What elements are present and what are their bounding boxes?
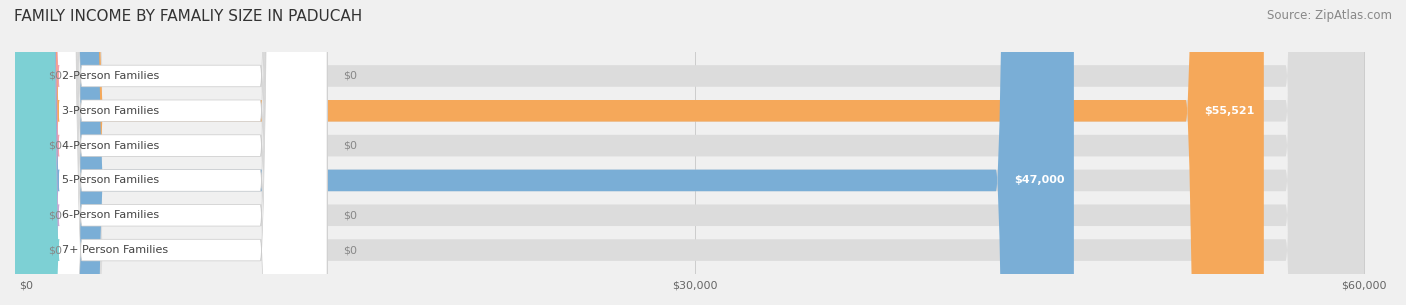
FancyBboxPatch shape — [15, 0, 328, 305]
Text: 2-Person Families: 2-Person Families — [62, 71, 159, 81]
FancyBboxPatch shape — [27, 0, 1364, 305]
FancyBboxPatch shape — [10, 0, 59, 305]
FancyBboxPatch shape — [15, 0, 328, 305]
Text: $0: $0 — [343, 210, 357, 220]
Text: $47,000: $47,000 — [1015, 175, 1064, 185]
FancyBboxPatch shape — [10, 0, 59, 305]
FancyBboxPatch shape — [27, 0, 1364, 305]
Text: $0: $0 — [48, 71, 62, 81]
Text: $0: $0 — [343, 245, 357, 255]
FancyBboxPatch shape — [15, 0, 328, 305]
Text: 4-Person Families: 4-Person Families — [62, 141, 159, 151]
FancyBboxPatch shape — [27, 0, 1264, 305]
FancyBboxPatch shape — [27, 0, 1364, 305]
FancyBboxPatch shape — [10, 0, 59, 305]
Text: $0: $0 — [48, 141, 62, 151]
FancyBboxPatch shape — [27, 0, 1364, 305]
Text: $0: $0 — [48, 245, 62, 255]
Text: Source: ZipAtlas.com: Source: ZipAtlas.com — [1267, 9, 1392, 22]
Text: FAMILY INCOME BY FAMALIY SIZE IN PADUCAH: FAMILY INCOME BY FAMALIY SIZE IN PADUCAH — [14, 9, 363, 24]
FancyBboxPatch shape — [27, 0, 1364, 305]
Text: 6-Person Families: 6-Person Families — [62, 210, 159, 220]
Text: $0: $0 — [343, 71, 357, 81]
FancyBboxPatch shape — [10, 0, 59, 305]
Text: $0: $0 — [48, 210, 62, 220]
FancyBboxPatch shape — [10, 0, 59, 305]
FancyBboxPatch shape — [10, 0, 59, 305]
Text: $55,521: $55,521 — [1205, 106, 1256, 116]
Text: $0: $0 — [343, 141, 357, 151]
FancyBboxPatch shape — [15, 0, 328, 305]
FancyBboxPatch shape — [27, 0, 1364, 305]
FancyBboxPatch shape — [15, 0, 328, 305]
Text: 3-Person Families: 3-Person Families — [62, 106, 159, 116]
FancyBboxPatch shape — [15, 0, 328, 305]
FancyBboxPatch shape — [27, 0, 1074, 305]
Text: 5-Person Families: 5-Person Families — [62, 175, 159, 185]
Text: 7+ Person Families: 7+ Person Families — [62, 245, 167, 255]
